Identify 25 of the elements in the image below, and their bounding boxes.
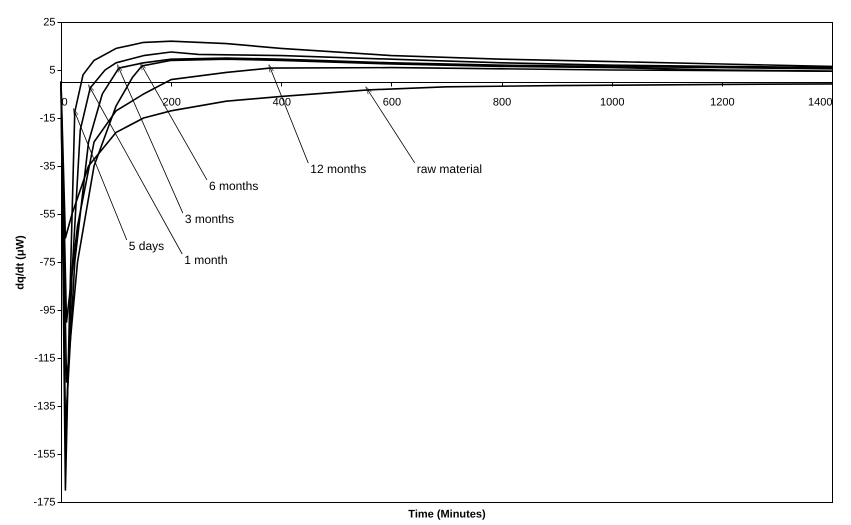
- annotation: 3 months: [184, 212, 234, 226]
- x-tick-label: 1400: [808, 96, 832, 108]
- annotation: 1 month: [184, 253, 228, 267]
- y-tick-label: -115: [34, 352, 56, 364]
- y-tick-label: -15: [40, 112, 56, 124]
- x-tick-label: 800: [492, 96, 512, 108]
- annotation: 5 days: [128, 239, 164, 253]
- y-tick-label: 5: [49, 64, 56, 76]
- y-tick-label: -155: [33, 448, 56, 460]
- x-axis-title: Time (Minutes): [408, 508, 486, 520]
- y-tick-label: -55: [40, 208, 56, 220]
- y-tick-label: 25: [43, 16, 56, 28]
- annotation: 12 months: [310, 162, 366, 176]
- y-tick-label: -75: [40, 256, 56, 268]
- y-tick-label: -35: [40, 160, 56, 172]
- annotation: raw material: [416, 162, 482, 176]
- x-tick-label: 600: [382, 96, 402, 108]
- y-tick-label: -95: [40, 304, 56, 316]
- x-tick-label: 200: [162, 96, 181, 108]
- x-tick-label: 1200: [710, 96, 735, 108]
- x-tick-label: 1000: [600, 96, 624, 108]
- y-tick-label: -135: [33, 400, 56, 412]
- y-tick-label: -175: [33, 496, 56, 508]
- annotation: 6 months: [208, 178, 258, 193]
- y-axis-title: dq/dt (μW): [14, 234, 26, 290]
